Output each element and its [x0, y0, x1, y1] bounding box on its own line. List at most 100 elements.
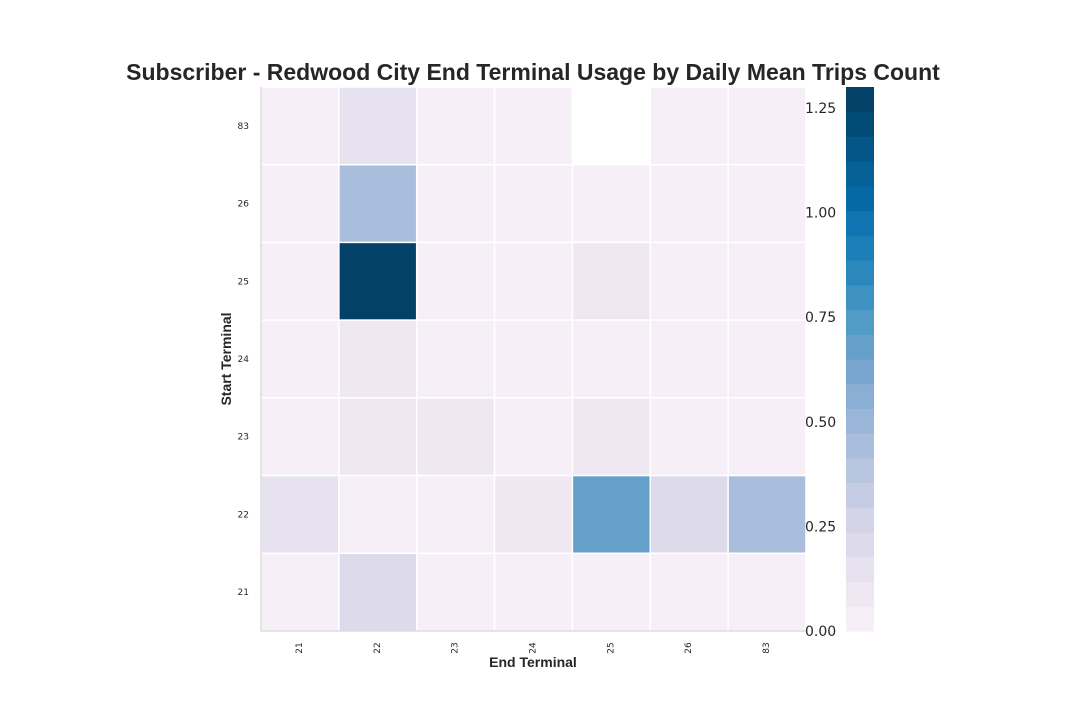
colorbar-tick-label: 1.00	[805, 206, 836, 222]
heatmap-cell	[649, 319, 729, 399]
colorbar-band	[846, 507, 874, 533]
x-tick-label: 26	[684, 642, 694, 654]
colorbar-tick-label: 0.75	[805, 310, 836, 326]
heatmap-cell	[649, 474, 729, 555]
colorbar-band	[846, 581, 874, 607]
heatmap-cell	[727, 319, 807, 399]
heatmap-cell	[727, 163, 807, 244]
heatmap-cell	[415, 397, 496, 477]
heatmap-cell	[571, 241, 652, 321]
colorbar-band	[846, 556, 874, 583]
heatmap-cell	[727, 86, 807, 166]
heatmap-cell	[415, 241, 496, 321]
heatmap-cell	[260, 319, 340, 399]
heatmap-cell	[415, 319, 496, 399]
heatmap-cell	[727, 552, 807, 632]
y-axis-label: Start Terminal	[218, 312, 234, 405]
y-tick-label: 83	[238, 122, 249, 132]
heatmap-cell	[338, 397, 418, 477]
heatmap-cell	[338, 319, 418, 399]
x-tick-label: 21	[295, 642, 305, 653]
x-tick-label: 25	[606, 642, 616, 653]
colorbar-tick-labels: 0.00 0.25 0.50 0.75 1.00 1.25	[805, 101, 836, 640]
colorbar-band	[846, 532, 874, 558]
y-tick-label: 26	[238, 200, 250, 210]
heatmap-cell	[338, 163, 418, 244]
heatmap-cell	[415, 474, 496, 555]
heatmap-cell	[493, 474, 574, 555]
y-tick-label: 22	[238, 510, 249, 520]
heatmap-cell	[571, 552, 652, 632]
x-tick-label: 23	[451, 642, 461, 653]
heatmap-cell	[260, 163, 340, 244]
x-axis-label: End Terminal	[489, 654, 577, 670]
heatmap-cell	[649, 163, 729, 244]
y-tick-label: 23	[238, 433, 249, 443]
heatmap-cell	[649, 241, 729, 321]
colorbar	[846, 87, 874, 632]
x-tick-label: 83	[762, 642, 772, 653]
heatmap-cell	[649, 397, 729, 477]
colorbar-tick-label: 1.25	[805, 101, 836, 117]
heatmap-cell	[727, 397, 807, 477]
colorbar-band	[846, 408, 874, 434]
heatmap-cell	[493, 397, 574, 477]
heatmap-cell	[260, 86, 340, 166]
heatmap-cell	[727, 474, 807, 555]
colorbar-band	[846, 359, 874, 385]
colorbar-band	[846, 433, 874, 459]
y-tick-label: 24	[238, 355, 250, 365]
heatmap-cell	[571, 319, 652, 399]
heatmap-cell	[338, 86, 418, 166]
colorbar-band	[846, 185, 874, 212]
heatmap-cell	[338, 552, 418, 632]
colorbar-band	[846, 260, 874, 286]
colorbar-tick-label: 0.00	[805, 624, 836, 640]
heatmap-cell	[415, 552, 496, 632]
colorbar-band	[846, 111, 874, 137]
y-tick-label: 25	[238, 277, 249, 287]
heatmap-cell	[571, 397, 652, 477]
x-tick-label: 24	[529, 642, 539, 654]
colorbar-band	[846, 136, 874, 162]
y-tick-labels: 83 26 25 24 23 22 21	[238, 122, 250, 598]
heatmap-cell	[493, 86, 574, 166]
heatmap-cell	[260, 241, 340, 321]
colorbar-band	[846, 210, 874, 236]
heatmap-cell	[338, 241, 418, 321]
colorbar-band	[846, 161, 874, 187]
colorbar-band	[846, 309, 874, 335]
heatmap-cell	[260, 397, 340, 477]
heatmap-cell	[571, 474, 652, 555]
colorbar-band	[846, 87, 874, 113]
heatmap-cell	[260, 474, 340, 555]
colorbar-band	[846, 235, 874, 261]
heatmap-cell	[493, 163, 574, 244]
heatmap-cell	[415, 86, 496, 166]
colorbar-band	[846, 606, 874, 632]
colorbar-band	[846, 284, 874, 311]
heatmap-cell	[493, 552, 574, 632]
heatmap-cell	[493, 319, 574, 399]
heatmap-cell	[571, 163, 652, 244]
colorbar-tick-label: 0.50	[805, 415, 836, 431]
heatmap-cell	[649, 86, 729, 166]
x-tick-label: 22	[373, 642, 383, 653]
colorbar-band	[846, 457, 874, 484]
heatmap-cell	[649, 552, 729, 632]
heatmap-cell	[260, 552, 340, 632]
chart-title: Subscriber - Redwood City End Terminal U…	[126, 59, 940, 85]
x-tick-labels: 21 22 23 24 25 26 83	[295, 642, 772, 654]
colorbar-band	[846, 334, 874, 360]
heatmap-cell	[338, 474, 418, 555]
heatmap-cell	[727, 241, 807, 321]
colorbar-band	[846, 482, 874, 508]
heatmap-cells	[260, 86, 807, 632]
colorbar-tick-label: 0.25	[805, 519, 836, 535]
heatmap-cell	[415, 163, 496, 244]
colorbar-band	[846, 383, 874, 409]
y-tick-label: 21	[238, 588, 249, 598]
heatmap-cell	[493, 241, 574, 321]
